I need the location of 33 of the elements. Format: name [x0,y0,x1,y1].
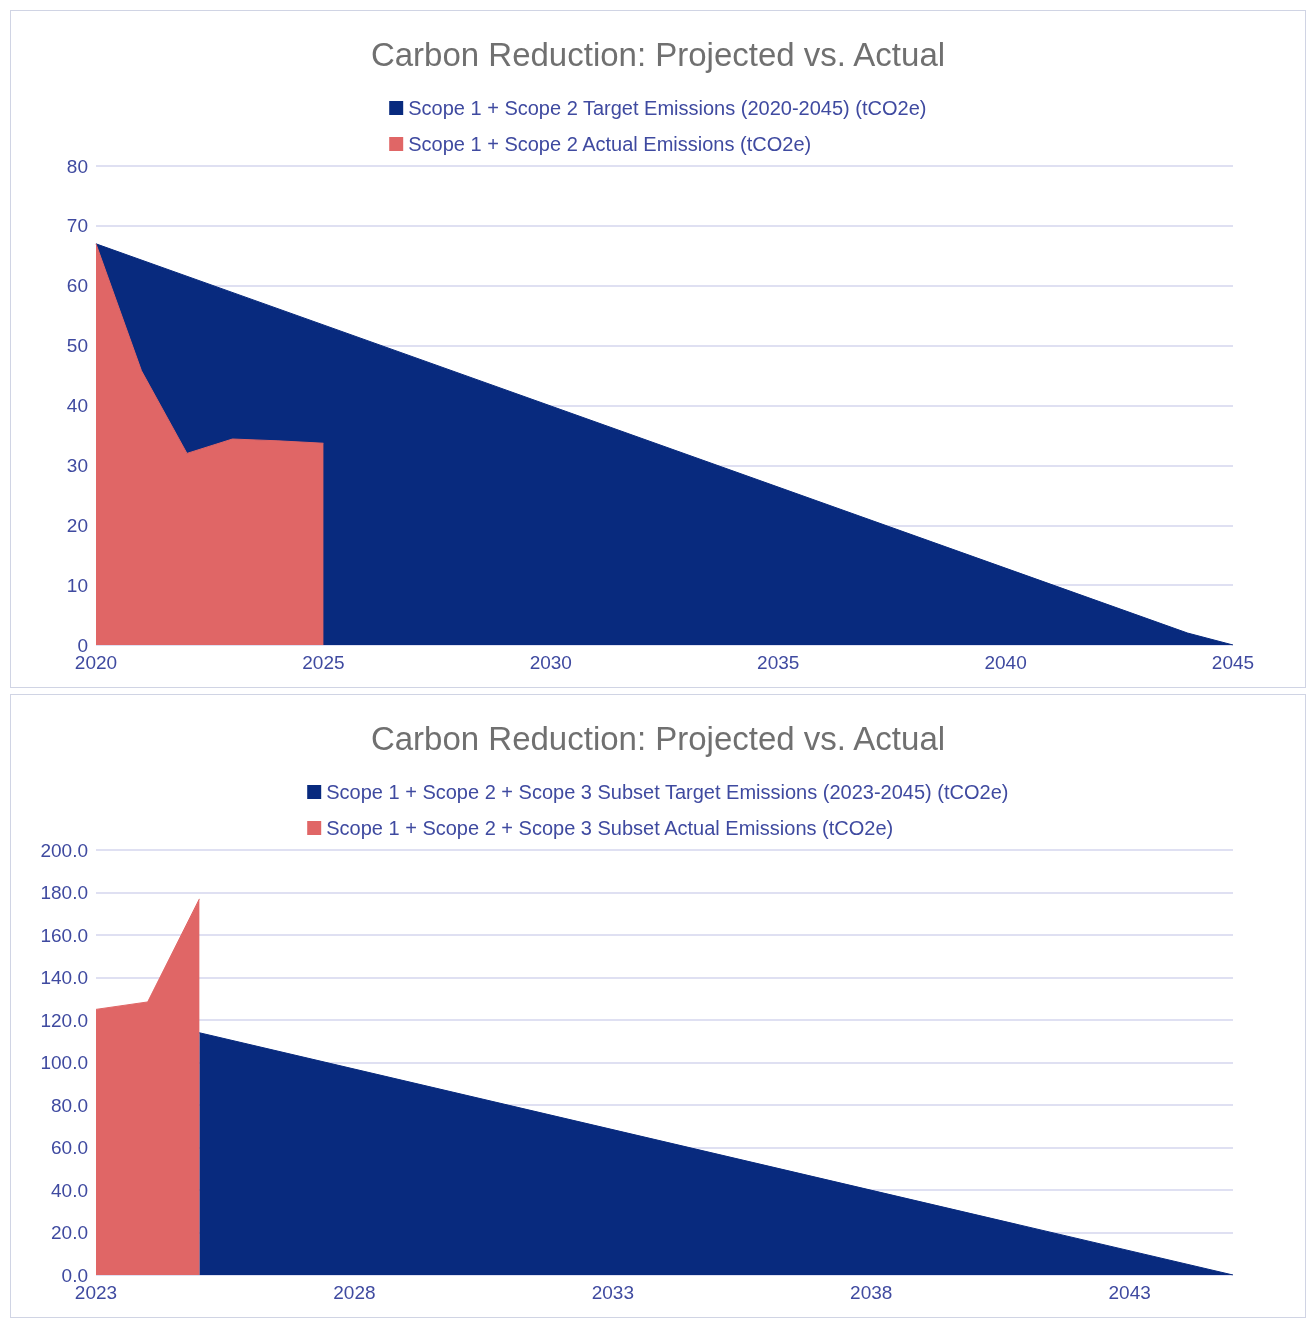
chart-title: Carbon Reduction: Projected vs. Actual [370,720,946,757]
x-tick-label: 2040 [984,652,1027,673]
y-tick-label: 80 [66,155,88,177]
y-tick-label: 60 [66,275,88,297]
x-tick-label: 2035 [757,652,800,673]
legend-label: Scope 1 + Scope 2 Actual Emissions (tCO2e) [408,133,812,155]
y-tick-label: 120.0 [40,1009,88,1031]
legend-label: Scope 1 + Scope 2 + Scope 3 Subset Actual Emissions (tCO2e) [326,817,894,839]
y-tick-label: 100.0 [40,1052,88,1073]
x-tick-label: 2028 [333,1282,376,1303]
x-tick-label: 2025 [302,652,345,673]
legend-label: Scope 1 + Scope 2 Target Emissions (2020-2045) (tCO2e) [408,97,927,119]
chart-title: Carbon Reduction: Projected vs. Actual [370,36,946,73]
y-tick-label: 40 [66,395,88,416]
y-tick-label: 10 [66,574,88,596]
y-tick-label: 70 [66,215,88,237]
x-tick-label: 2033 [591,1282,634,1303]
y-tick-label: 60.0 [51,1137,88,1158]
y-tick-label: 20.0 [51,1222,88,1243]
y-tick-label: 140.0 [40,967,88,988]
y-tick-label: 180.0 [40,882,88,903]
y-tick-label: 200.0 [40,839,88,861]
x-tick-label: 2038 [850,1282,893,1303]
x-tick-label: 2043 [1108,1282,1151,1303]
y-tick-label: 40.0 [51,1179,88,1201]
legend-label: Scope 1 + Scope 2 + Scope 3 Subset Target Emissions (2023-2045) (tCO2e) [326,781,1009,803]
y-tick-label: 20 [66,514,88,536]
y-tick-label: 30 [66,454,88,476]
y-tick-label: 50 [66,335,88,357]
y-tick-label: 160.0 [40,924,88,946]
x-tick-label: 2045 [1211,652,1255,673]
y-tick-label: 80.0 [51,1094,88,1116]
x-tick-label: 2030 [529,652,572,673]
